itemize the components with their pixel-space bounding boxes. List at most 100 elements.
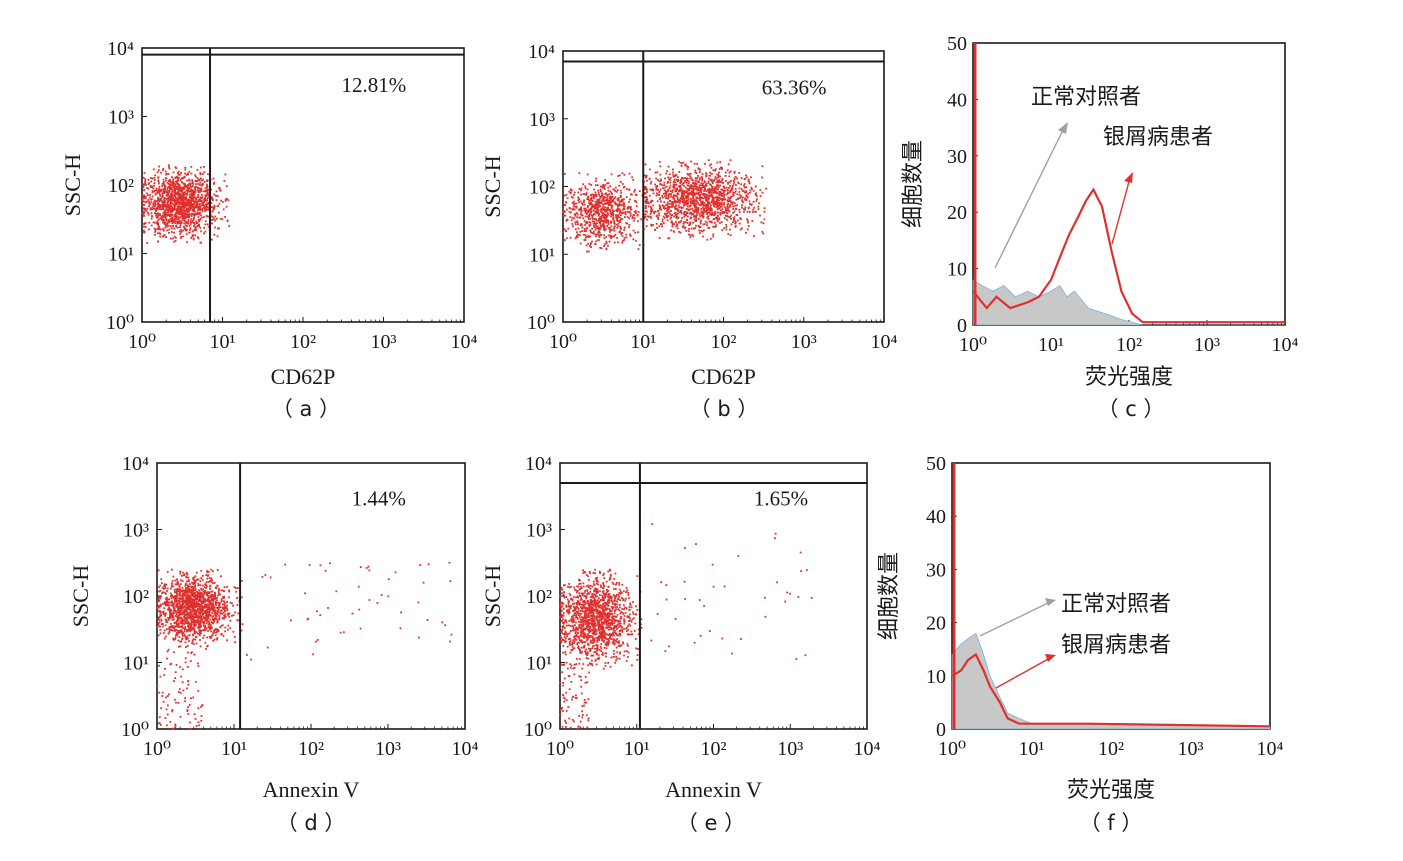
event-dot — [594, 195, 596, 197]
event-dot — [731, 188, 733, 190]
event-dot — [646, 189, 648, 191]
event-dot — [162, 228, 164, 230]
event-dot — [226, 639, 228, 641]
event-dot — [670, 229, 672, 231]
event-dot — [193, 643, 195, 645]
event-dot — [184, 169, 186, 171]
event-dot — [183, 195, 185, 197]
event-dot — [217, 620, 219, 622]
event-dot — [659, 161, 661, 163]
event-dot — [186, 209, 188, 211]
event-dot — [623, 207, 625, 209]
event-dot — [593, 221, 595, 223]
event-dot — [567, 197, 569, 199]
event-dot — [187, 191, 189, 193]
event-dot — [216, 597, 218, 599]
event-dot — [206, 184, 208, 186]
event-dot — [686, 179, 688, 181]
event-dot — [707, 227, 709, 229]
event-dot — [198, 208, 200, 210]
y-tick-label: 10³ — [529, 109, 555, 131]
event-dot — [214, 216, 216, 218]
event-dot — [143, 201, 145, 203]
event-dot — [712, 236, 714, 238]
event-dot — [620, 205, 622, 207]
event-dot — [192, 641, 194, 643]
event-dot — [719, 185, 721, 187]
event-dot — [609, 241, 611, 243]
event-dot — [682, 192, 684, 194]
event-dot — [632, 179, 634, 181]
event-dot — [182, 580, 184, 582]
event-dot — [151, 218, 153, 220]
event-dot — [198, 221, 200, 223]
event-dot — [142, 199, 144, 201]
event-dot — [667, 191, 669, 193]
event-dot — [715, 176, 717, 178]
event-dot — [213, 194, 215, 196]
event-dot — [193, 596, 195, 598]
event-dot — [182, 197, 184, 199]
event-dot — [585, 212, 587, 214]
event-dot — [181, 598, 183, 600]
event-dot — [191, 208, 193, 210]
event-dot — [227, 625, 229, 627]
event-dot — [158, 622, 160, 624]
event-dot — [186, 639, 188, 641]
event-dot — [705, 200, 707, 202]
event-dot — [189, 229, 191, 231]
event-dot — [581, 227, 583, 229]
event-dot — [162, 218, 164, 220]
event-dot — [596, 222, 598, 224]
event-dot — [682, 226, 684, 228]
event-dot — [175, 629, 177, 631]
event-dot — [615, 214, 617, 216]
event-dot — [724, 217, 726, 219]
event-dot — [623, 202, 625, 204]
event-dot — [747, 222, 749, 224]
event-dot — [161, 611, 163, 613]
event-dot — [188, 216, 190, 218]
event-dot — [578, 202, 580, 204]
event-dot — [596, 205, 598, 207]
event-dot — [585, 216, 587, 218]
event-dot — [185, 646, 187, 648]
event-dot — [650, 216, 652, 218]
event-dot — [609, 209, 611, 211]
event-dot — [207, 197, 209, 199]
event-dot — [739, 211, 741, 213]
event-dot — [201, 190, 203, 192]
event-dot — [182, 230, 184, 232]
event-dot — [143, 230, 145, 232]
event-dot — [609, 198, 611, 200]
event-dot — [155, 194, 157, 196]
event-dot — [179, 226, 181, 228]
event-dot — [634, 189, 636, 191]
event-dot — [634, 217, 636, 219]
event-dot — [722, 193, 724, 195]
event-dot — [678, 186, 680, 188]
event-dot — [170, 238, 172, 240]
event-dot — [219, 203, 221, 205]
event-dot — [197, 194, 199, 196]
event-dot — [693, 205, 695, 207]
event-dot — [670, 210, 672, 212]
event-dot — [751, 220, 753, 222]
event-dot — [216, 218, 218, 220]
event-dot — [166, 584, 168, 586]
event-dot — [712, 169, 714, 171]
event-dot — [608, 182, 610, 184]
event-dot — [686, 191, 688, 193]
legend-psoriasis-label: 银屑病患者 — [1103, 125, 1213, 150]
x-tick-label: 10¹ — [210, 331, 236, 353]
event-dot — [727, 169, 729, 171]
event-dot — [193, 239, 195, 241]
event-dot — [628, 201, 630, 203]
event-dot — [677, 199, 679, 201]
event-dot — [176, 180, 178, 182]
event-dot — [573, 203, 575, 205]
event-dot — [588, 202, 590, 204]
event-dot — [686, 219, 688, 221]
event-dot — [589, 235, 591, 237]
event-dot — [194, 174, 196, 176]
